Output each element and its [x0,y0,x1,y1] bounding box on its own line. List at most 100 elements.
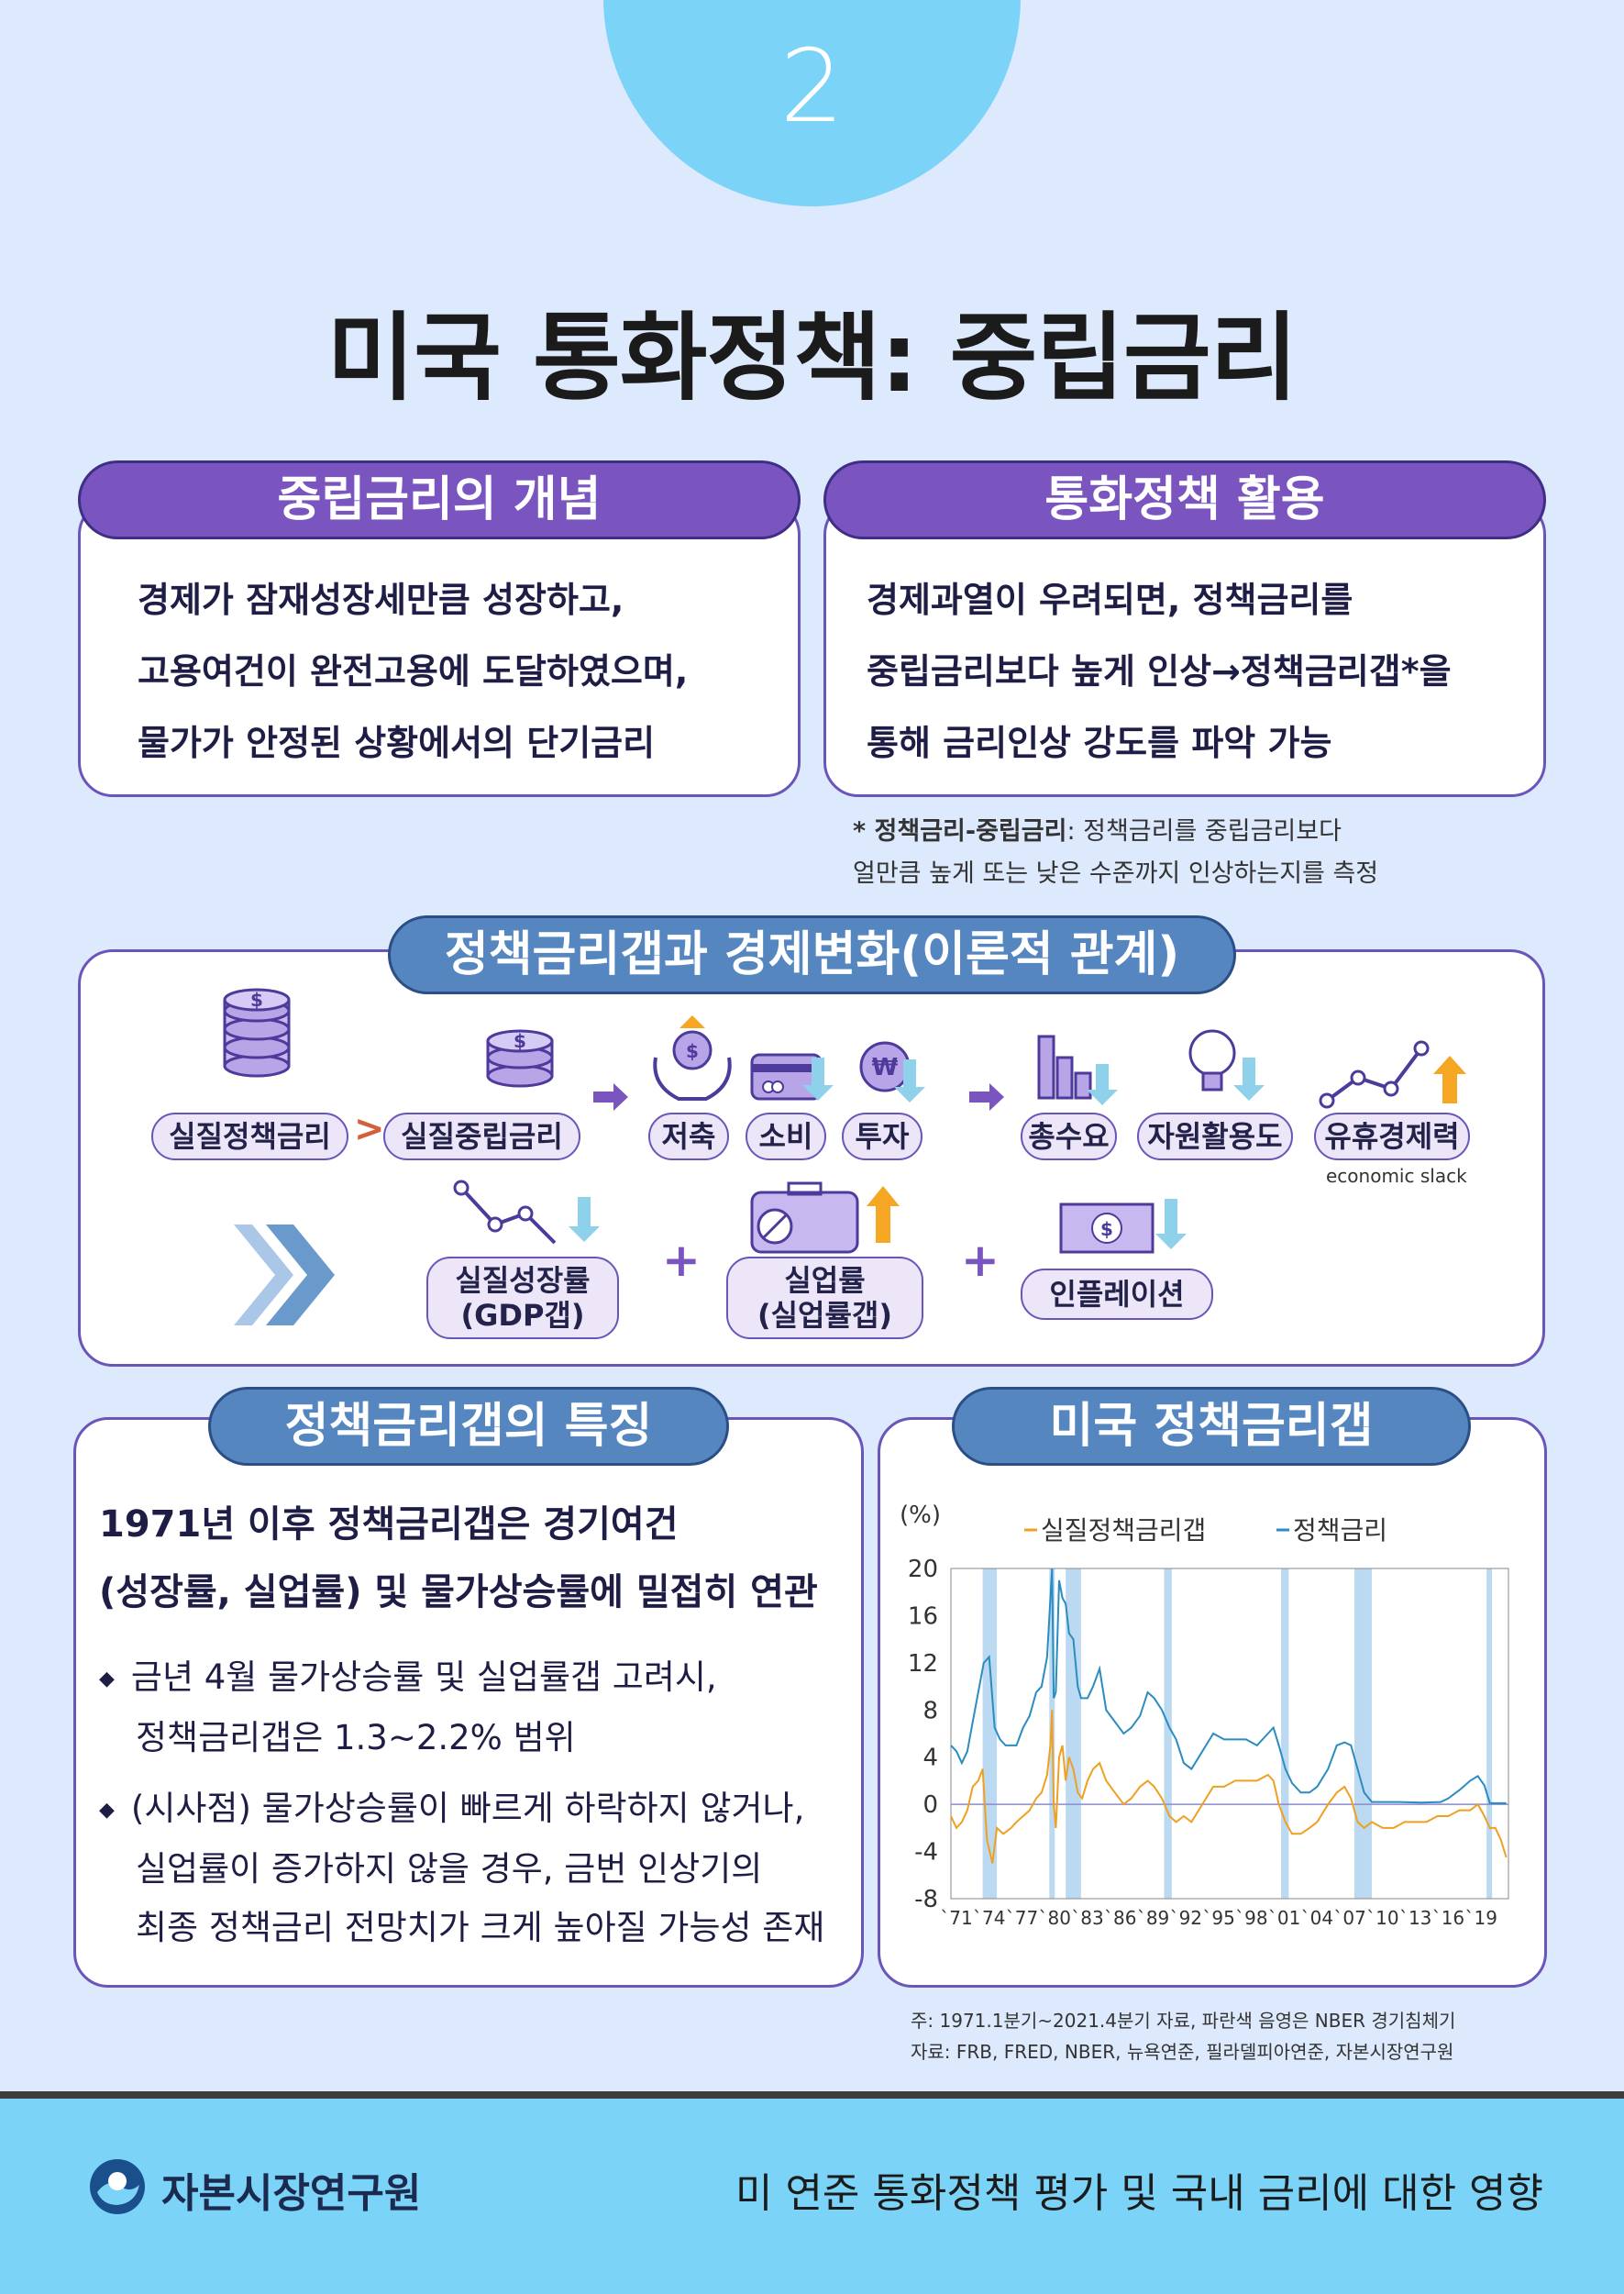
x-tick-label: `80 [1039,1907,1071,1929]
features-bullet-1: ◆ 금년 4월 물가상승률 및 실업률갭 고려시, 정책금리갭은 1.3~2.2%… [99,1648,717,1768]
features-lead-line: (성장률, 실업률) 및 물가상승률에 밀접히 연관 [99,1571,818,1613]
x-tick-label: `10 [1366,1907,1398,1929]
plot-frame [950,1568,1509,1900]
double-chevron-icon [234,1225,335,1325]
usage-line: 통해 금리인상 강도를 파악 가능 [867,723,1332,763]
concept-line: 고용여건이 완전고용에 도달하였으며, [138,651,689,692]
features-lead-line: 1971년 이후 정책금리갭은 경기여건 [99,1503,679,1546]
x-tick-label: `74 [973,1907,1005,1929]
bullet-text: 최종 정책금리 전망치가 크게 높아질 가능성 존재 [136,1907,825,1947]
dollar-glyph: $ [686,1040,699,1062]
y-tick-label: 16 [908,1602,938,1630]
growth-rate-label: 실질성장률 (GDP갭) [426,1257,619,1339]
footer-report-title: 미 연준 통화정책 평가 및 국내 금리에 대한 영향 [735,2170,1543,2217]
dollar-glyph: $ [1100,1218,1113,1240]
usage-card [823,500,1546,797]
recession-band [1486,1568,1493,1899]
x-tick-label: `71 [940,1907,972,1929]
recession-band [1353,1568,1372,1899]
real-policy-rate-label: 실질정책금리 [151,1113,348,1160]
chart-note: 주: 1971.1분기~2021.4분기 자료, 파란색 음영은 NBER 경기… [911,2005,1455,2067]
economic-slack-en: economic slack [1326,1165,1467,1187]
theory-header: 정책금리갭과 경제변화(이론적 관계) [388,915,1236,994]
diamond-bullet-icon: ◆ [99,1667,115,1690]
x-tick-label: `07 [1333,1907,1365,1929]
usage-line: 경제과열이 우려되면, 정책금리를 [867,580,1353,620]
consumption-label: 소비 [746,1113,826,1160]
savings-label: 저축 [648,1113,729,1160]
features-header: 정책금리갭의 특징 [208,1387,729,1466]
page-title: 미국 통화정책: 중립금리 [326,302,1298,414]
greater-than-icon: > [354,1108,385,1150]
kcmi-logo-icon [90,2159,145,2214]
x-tick-label: `16 [1432,1907,1464,1929]
chart-note-line: 주: 1971.1분기~2021.4분기 자료, 파란색 음영은 NBER 경기… [911,2010,1456,2032]
light-bulb-icon [1188,1029,1265,1101]
features-bullet-2: ◆ (시사점) 물가상승률이 빠르게 하락하지 않거나, 실업률이 증가하지 않을… [99,1779,824,1957]
recession-band [1066,1568,1081,1899]
growth-rate-line1: 실질성장률 [455,1263,591,1298]
investment-label: 투자 [842,1113,922,1160]
features-card [73,1417,864,1988]
real-neutral-rate-label: 실질중립금리 [383,1113,580,1160]
flow-arrow-icon [593,1083,628,1111]
concept-card [78,500,801,797]
saving-hands-icon: $ [653,1015,732,1101]
chart-source-line: 자료: FRB, FRED, NBER, 뉴욕연준, 필라델피아연준, 자본시장… [911,2041,1454,2063]
footnote: * 정책금리-중립금리: 정책금리를 중립금리보다 얼만큼 높게 또는 낮은 수… [853,811,1378,895]
bar-chart-down-icon [1037,1035,1118,1105]
page-number: 2 [779,28,845,145]
unemployment-label: 실업률 (실업률갭) [726,1257,923,1339]
recession-band [1281,1568,1289,1899]
economic-slack-label: 유휴경제력 [1314,1113,1470,1160]
chart-header: 미국 정책금리갭 [952,1387,1471,1466]
diamond-bullet-icon: ◆ [99,1798,115,1822]
x-tick-label: `83 [1071,1907,1103,1929]
aggregate-demand-label: 총수요 [1021,1113,1117,1160]
usage-header: 통화정책 활용 [823,460,1546,539]
footnote-line2: 얼만큼 높게 또는 낮은 수준까지 인상하는지를 측정 [853,859,1379,888]
legend-label: 정책금리 [1293,1515,1387,1546]
concept-text: 경제가 잠재성장세만큼 성장하고, 고용여건이 완전고용에 도달하였으며, 물가… [138,564,688,779]
x-tick-label: `86 [1104,1907,1136,1929]
unemployment-line1: 실업률 [784,1263,866,1298]
concept-line: 경제가 잠재성장세만큼 성장하고, [138,580,624,620]
y-tick-label: 0 [922,1791,938,1819]
concept-header: 중립금리의 개념 [78,460,801,539]
bullet-text: (시사점) 물가상승률이 빠르게 하락하지 않거나, [130,1789,805,1828]
dollar-glyph: $ [514,1030,526,1052]
x-tick-label: `77 [1006,1907,1038,1929]
flow-arrow-icon [969,1083,1004,1111]
x-tick-label: `04 [1301,1907,1333,1929]
footnote-term: * 정책금리-중립금리 [853,817,1067,846]
y-axis-unit: (%) [900,1502,941,1529]
footnote-desc: : 정책금리를 중립금리보다 [1066,817,1342,846]
x-tick-label: `92 [1170,1907,1202,1929]
coin-stack-icon: $ [223,988,291,1078]
series-line [950,1568,1507,1804]
x-tick-label: `98 [1235,1907,1267,1929]
resource-utilization-label: 자원활용도 [1137,1113,1293,1160]
recession-band [1164,1568,1172,1899]
y-tick-label: -8 [914,1886,938,1913]
y-tick-label: -4 [914,1839,938,1867]
concept-line: 물가가 안정된 상황에서의 단기금리 [138,723,656,763]
plus-icon: + [662,1234,701,1287]
footer [0,2091,1624,2294]
usage-text: 경제과열이 우려되면, 정책금리를 중립금리보다 높게 인상→정책금리갭*을 통… [867,564,1452,779]
won-coin-icon: ₩ [859,1041,925,1103]
usage-line: 중립금리보다 높게 인상→정책금리갭*을 [867,651,1452,692]
line-up-icon [1319,1040,1466,1109]
dollar-bill-icon: $ [1059,1199,1187,1254]
briefcase-icon [750,1181,900,1254]
features-lead: 1971년 이후 정책금리갭은 경기여건 (성장률, 실업률) 및 물가상승률에… [99,1491,818,1626]
footer-org-name: 자본시장연구원 [161,2170,422,2217]
won-glyph: ₩ [872,1054,899,1081]
bullet-text: 실업률이 증가하지 않을 경우, 금번 인상기의 [136,1848,763,1889]
x-tick-label: `89 [1137,1907,1169,1929]
y-tick-label: 4 [922,1745,938,1772]
unemployment-line2: (실업률갭) [757,1298,892,1333]
y-tick-label: 12 [908,1650,938,1678]
line-down-icon [453,1180,600,1245]
y-tick-label: 8 [922,1697,938,1724]
